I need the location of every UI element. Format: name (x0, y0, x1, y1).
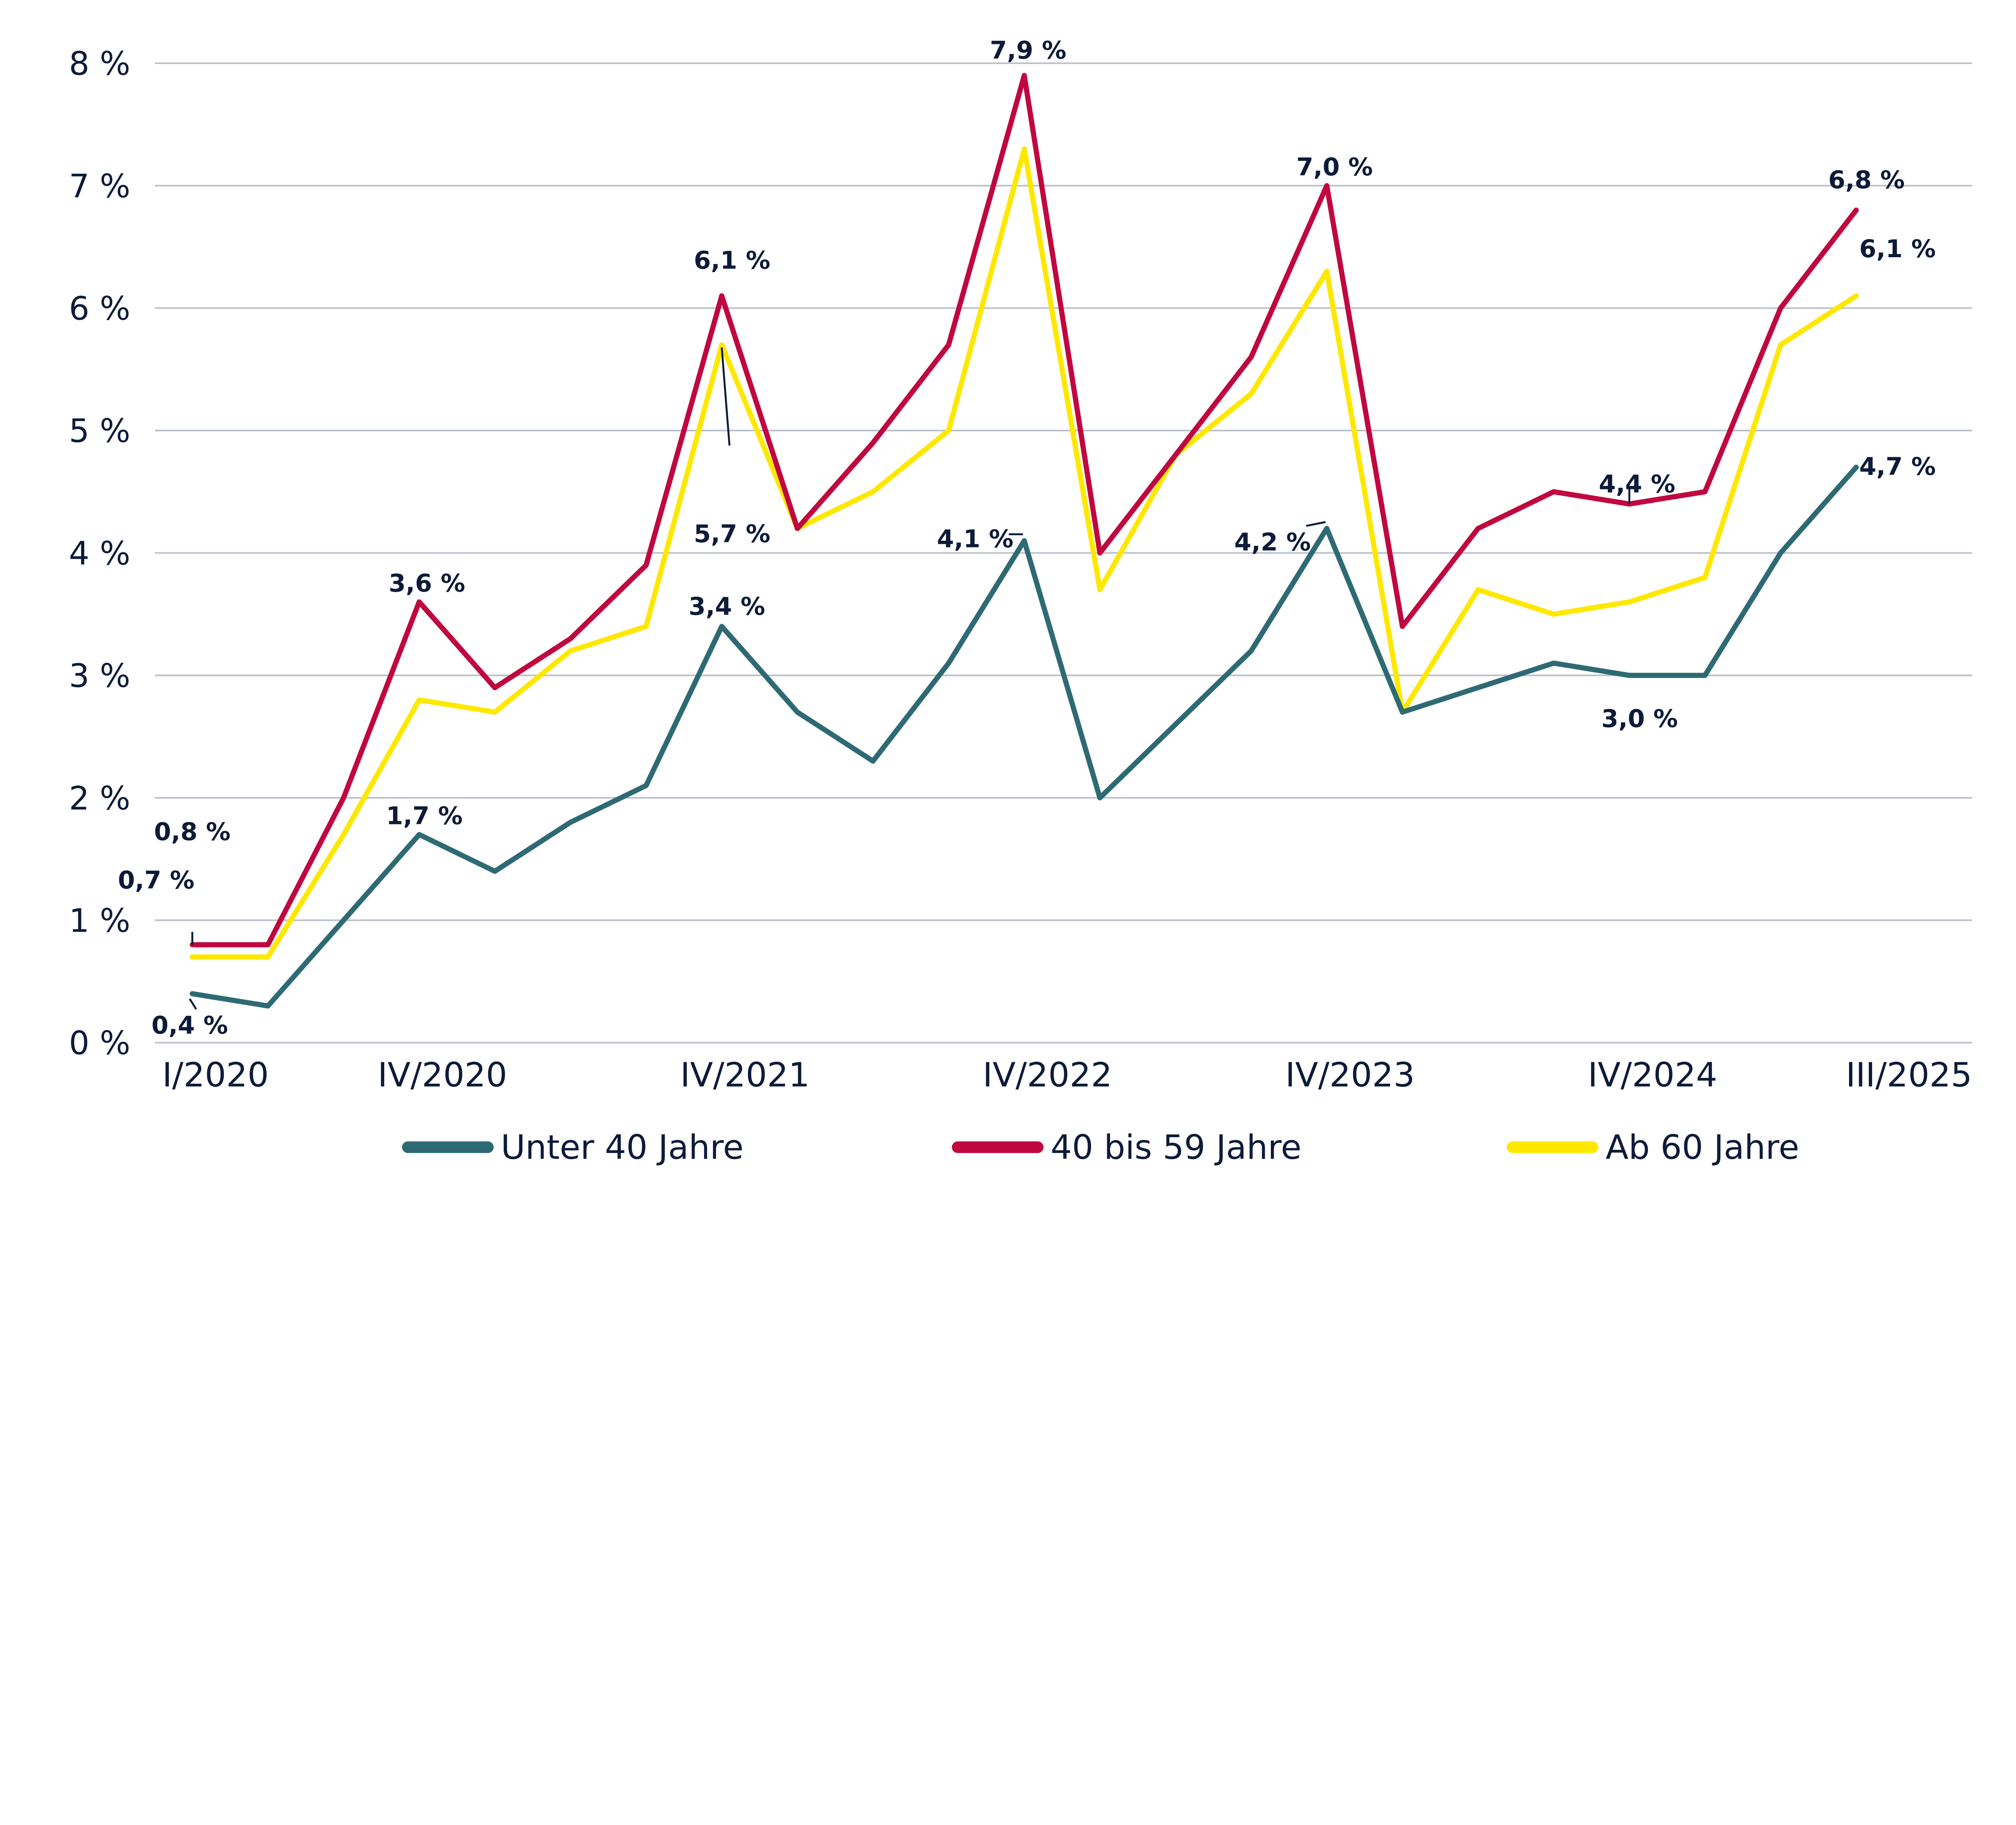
legend-label: 40 bis 59 Jahre (1051, 1128, 1302, 1167)
data-label: 0,7 % (118, 866, 194, 895)
series-line-2 (190, 146, 1859, 960)
data-label: 6,8 % (1828, 166, 1905, 194)
x-tick-label: IV/2020 (378, 1055, 507, 1095)
x-axis-ticks: I/2020 IV/2020 IV/2021 IV/2022 IV/2023 IV/202… (162, 1055, 1972, 1095)
data-label: 3,4 % (689, 593, 765, 621)
x-tick-label: I/2020 (162, 1055, 269, 1095)
series-lines (190, 73, 1859, 1009)
series-line-0 (190, 464, 1859, 1009)
label-leader-line (1306, 521, 1326, 527)
data-label: 5,7 % (694, 520, 771, 548)
data-label: 0,4 % (152, 1011, 228, 1040)
label-leader-line (721, 347, 731, 446)
label-leader-line (189, 998, 197, 1010)
data-label: 3,0 % (1602, 705, 1678, 733)
legend: Unter 40 Jahre 40 bis 59 Jahre Ab 60 Jahre (402, 1128, 1799, 1167)
x-tick-label: III/2025 (1846, 1055, 1972, 1095)
y-tick-label: 0 % (69, 1024, 130, 1062)
y-tick-label: 6 % (69, 290, 130, 327)
line-chart: 0 % 1 % 2 % 3 % 4 % 5 % 6 % 7 % 8 % I/2020 IV/202… (69, 37, 1972, 1167)
data-label: 6,1 % (1859, 235, 1936, 263)
y-tick-label: 5 % (69, 412, 130, 450)
data-label: 0,8 % (154, 818, 231, 846)
x-tick-label: IV/2021 (680, 1055, 810, 1095)
y-tick-label: 4 % (69, 535, 130, 572)
legend-label: Unter 40 Jahre (501, 1128, 744, 1167)
x-tick-label: IV/2023 (1285, 1055, 1415, 1095)
y-tick-label: 3 % (69, 657, 130, 695)
data-label: 4,4 % (1599, 470, 1675, 498)
y-tick-label: 2 % (69, 780, 130, 817)
data-label: 4,1 % (937, 525, 1014, 553)
data-label: 4,2 % (1234, 528, 1311, 556)
y-tick-label: 8 % (69, 45, 130, 83)
data-label: 1,7 % (386, 802, 463, 830)
x-tick-label: IV/2022 (983, 1055, 1112, 1095)
data-labels: 0,8 % 0,7 % 0,4 % 3,6 % 1,7 % 6,1 % 5,7 % 3,4 %… (118, 37, 1936, 1040)
y-tick-label: 7 % (69, 167, 130, 205)
gridlines (155, 62, 1972, 1044)
data-label: 3,6 % (389, 570, 465, 598)
y-tick-label: 1 % (69, 902, 130, 940)
x-tick-label: IV/2024 (1588, 1055, 1717, 1095)
y-axis-ticks: 0 % 1 % 2 % 3 % 4 % 5 % 6 % 7 % 8 % (69, 45, 130, 1062)
series-line-1 (190, 73, 1859, 947)
data-label: 6,1 % (694, 247, 771, 275)
legend-label: Ab 60 Jahre (1606, 1128, 1799, 1167)
data-label: 4,7 % (1859, 453, 1936, 481)
data-label: 7,0 % (1296, 153, 1373, 181)
data-label: 7,9 % (990, 37, 1066, 65)
